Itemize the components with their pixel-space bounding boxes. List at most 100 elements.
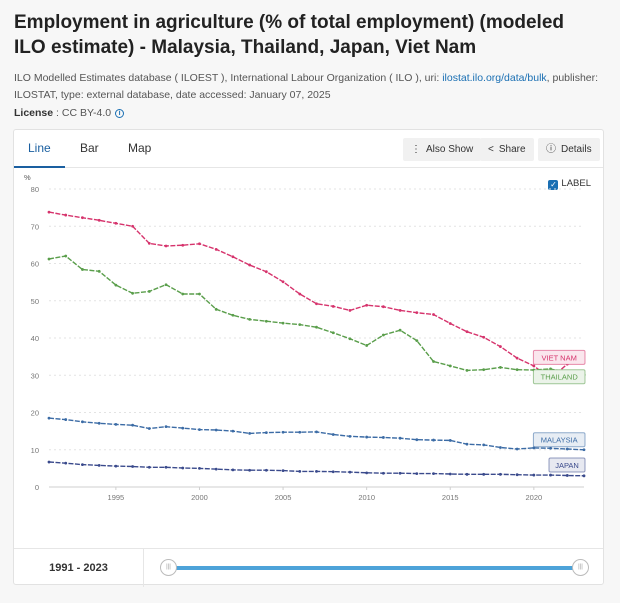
data-point-thailand-1994 [97,269,101,273]
slider-end-handle[interactable]: ||| [572,559,589,576]
data-point-thailand-2001 [214,307,218,311]
data-point-thailand-2004 [264,319,268,323]
data-point-malaysia-2018 [499,446,502,449]
share-button[interactable]: < Share [480,138,534,161]
data-point-malaysia-2000 [198,428,201,432]
data-point-malaysia-1993 [81,420,84,424]
data-point-viet-nam-2003 [248,263,252,267]
data-point-viet-nam-2008 [331,304,335,308]
data-point-thailand-2014 [432,360,435,363]
data-point-viet-nam-2010 [365,303,369,307]
license-label: License [14,107,54,119]
source-citation: ILO Modelled Estimates database ( ILOEST… [14,70,604,104]
data-point-thailand-2016 [465,369,469,372]
x-tick-label-2005: 2005 [275,493,292,502]
data-point-viet-nam-2005 [281,280,285,284]
data-point-japan-1991 [47,460,51,464]
data-point-thailand-2017 [482,368,486,372]
data-point-viet-nam-2019 [515,356,519,360]
info-icon[interactable]: i [115,109,125,118]
data-point-viet-nam-2006 [298,292,302,296]
data-point-thailand-1992 [64,254,68,258]
source-link[interactable]: ilostat.ilo.org/data/bulk [442,72,547,84]
series-label-fill-malaysia [533,432,585,447]
data-point-japan-2016 [465,472,469,476]
details-button[interactable]: ⓘ Details [538,138,600,161]
license-value: : CC BY-4.0 [53,107,112,119]
data-point-viet-nam-1995 [114,221,118,225]
data-point-japan-1994 [97,463,101,467]
data-point-malaysia-2015 [448,439,452,442]
data-point-viet-nam-2016 [465,330,469,334]
details-label: Details [561,144,592,155]
x-tick-label-2000: 2000 [191,493,208,502]
y-tick-label-70: 70 [31,222,39,231]
data-point-japan-1995 [114,464,118,468]
tab-map[interactable]: Map [128,141,152,155]
y-tick-label-20: 20 [31,409,39,418]
data-point-japan-2011 [381,471,385,475]
data-point-viet-nam-2018 [499,345,502,348]
data-point-thailand-2000 [198,292,201,296]
data-point-japan-2014 [432,472,435,475]
y-tick-label-60: 60 [31,260,39,269]
series-label-thailand: THAILAND [541,373,579,382]
data-point-malaysia-2010 [365,435,369,439]
data-point-malaysia-2019 [515,447,519,451]
chart-panel: Line Bar Map ⋮ Also Show < Share ⓘ Details … [13,129,604,587]
data-point-japan-1999 [181,466,185,470]
series-label-fill-thailand [533,369,585,384]
data-point-malaysia-2006 [298,430,302,434]
data-point-malaysia-1997 [147,427,151,430]
data-point-japan-2021 [549,473,552,477]
license: License : CC BY-4.0 i [14,107,125,119]
series-label-box-viet-nam [532,349,586,365]
data-point-japan-1998 [164,465,168,469]
data-point-japan-2020 [532,473,536,477]
data-point-thailand-2012 [398,328,402,332]
data-point-thailand-1997 [147,290,151,293]
data-point-thailand-2019 [515,368,519,372]
label-toggle-text: LABEL [561,178,591,189]
data-point-viet-nam-2004 [264,270,268,274]
data-point-malaysia-2014 [432,438,435,442]
time-range-slider[interactable] [169,566,581,570]
data-point-japan-1997 [147,465,151,469]
more-vertical-icon: ⋮ [411,144,421,155]
data-point-malaysia-2002 [231,429,235,433]
data-point-japan-2023 [582,474,586,478]
source-prefix: ILO Modelled Estimates database ( ILOEST… [14,72,443,84]
also-show-label: Also Show [426,144,474,155]
data-point-japan-2008 [331,470,335,474]
x-tick-label-2020: 2020 [526,493,543,502]
y-tick-label-40: 40 [31,334,39,343]
data-point-thailand-2003 [248,317,252,321]
data-point-japan-2015 [448,472,452,476]
data-point-malaysia-2023 [582,448,586,452]
data-point-malaysia-2005 [281,430,285,434]
tab-line[interactable]: Line [14,130,65,168]
data-point-viet-nam-1992 [64,213,68,217]
data-point-viet-nam-1993 [81,216,84,220]
data-point-thailand-2008 [331,331,335,335]
label-toggle[interactable]: ✓ LABEL [548,178,591,190]
data-point-thailand-2015 [448,364,452,368]
series-label-box-malaysia [532,432,586,448]
chart-tabs: Line Bar Map ⋮ Also Show < Share ⓘ Details [14,130,603,168]
y-tick-label-0: 0 [35,483,39,492]
series-label-fill-japan [549,458,585,473]
data-point-malaysia-2007 [315,430,318,434]
data-point-thailand-2010 [365,344,369,347]
data-point-japan-2022 [565,474,569,477]
x-tick-label-2015: 2015 [442,493,459,502]
data-point-japan-2009 [348,470,352,474]
data-point-viet-nam-2001 [214,247,218,251]
tab-bar[interactable]: Bar [80,141,99,155]
checkbox-checked-icon[interactable]: ✓ [548,180,559,190]
slider-start-handle[interactable]: ||| [160,559,177,576]
source-suffix: , publisher: ILOSTAT, type: external dat… [14,72,599,101]
data-point-japan-2013 [415,472,419,475]
share-label: Share [498,144,526,155]
also-show-button[interactable]: ⋮ Also Show [403,138,482,161]
data-point-viet-nam-2002 [231,255,235,259]
